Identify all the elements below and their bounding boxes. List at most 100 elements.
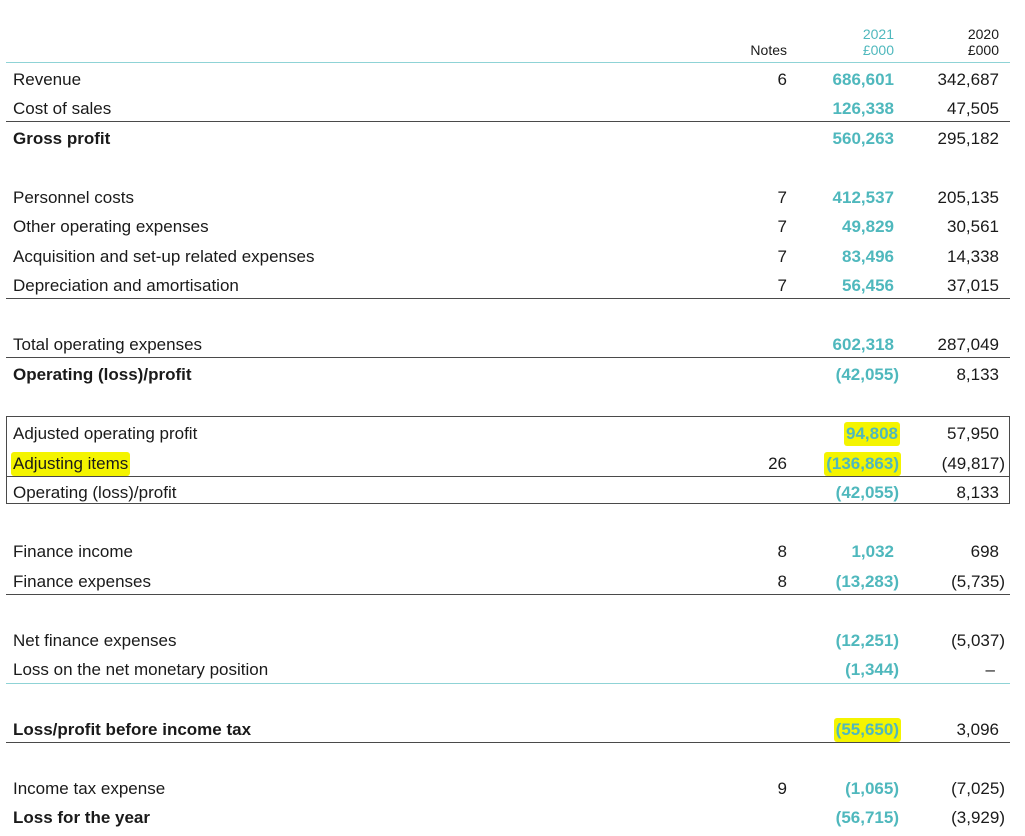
row-rule bbox=[6, 121, 1010, 122]
row-rule bbox=[6, 594, 1010, 595]
value-2020: (3,929) bbox=[951, 808, 1005, 827]
value-2021: (1,065) bbox=[845, 779, 899, 798]
table-row-personnel-costs: Personnel costs 7 412,537 205,135 bbox=[0, 186, 1025, 210]
row-label: Adjusted operating profit bbox=[13, 424, 198, 443]
value-2021: (42,055) bbox=[835, 365, 899, 384]
value-2020: 57,950 bbox=[947, 424, 999, 443]
value-2020: 14,338 bbox=[947, 247, 999, 266]
value-2021: 686,601 bbox=[832, 70, 894, 89]
value-2020: 30,561 bbox=[947, 217, 999, 236]
row-label: Finance income bbox=[13, 542, 134, 561]
table-row-income-tax-expense: Income tax expense 9 (1,065) (7,025) bbox=[0, 777, 1025, 801]
row-note: 26 bbox=[768, 454, 787, 473]
value-2020: 8,133 bbox=[956, 365, 999, 384]
table-row-adjusting-items: Adjusting items 26 (136,863) (49,817) bbox=[0, 452, 1025, 476]
row-note: 8 bbox=[777, 572, 787, 591]
table-row-depreciation: Depreciation and amortisation 7 56,456 3… bbox=[0, 274, 1025, 298]
table-row-operating-loss-profit: Operating (loss)/profit (42,055) 8,133 bbox=[0, 363, 1025, 387]
table-row-operating-loss-profit-adjusted: Operating (loss)/profit (42,055) 8,133 bbox=[0, 481, 1025, 505]
value-2020: (49,817) bbox=[941, 454, 1005, 473]
row-rule bbox=[6, 357, 1010, 358]
header-rule bbox=[6, 62, 1010, 63]
row-label: Loss/profit before income tax bbox=[13, 720, 252, 739]
row-label-highlighted: Adjusting items bbox=[11, 452, 131, 476]
value-2020: (7,025) bbox=[951, 779, 1005, 798]
value-2021: 56,456 bbox=[842, 276, 894, 295]
notes-column-header: Notes bbox=[750, 42, 787, 58]
value-2021-highlighted: (136,863) bbox=[824, 452, 901, 476]
table-row-acquisition-expenses: Acquisition and set-up related expenses … bbox=[0, 245, 1025, 269]
row-label: Loss for the year bbox=[13, 808, 150, 827]
table-row-finance-income: Finance income 8 1,032 698 bbox=[0, 540, 1025, 564]
value-2021: (56,715) bbox=[835, 808, 899, 827]
value-2020: 342,687 bbox=[937, 70, 999, 89]
table-row-loss-net-monetary-position: Loss on the net monetary position (1,344… bbox=[0, 658, 1025, 682]
row-label: Net finance expenses bbox=[13, 631, 177, 650]
unit-2020-label: £000 bbox=[967, 42, 999, 58]
table-row-cost-of-sales: Cost of sales 126,338 47,505 bbox=[0, 97, 1025, 121]
row-label: Loss on the net monetary position bbox=[13, 660, 269, 679]
value-2020: 37,015 bbox=[947, 276, 999, 295]
row-label: Operating (loss)/profit bbox=[13, 365, 192, 384]
value-2021: 412,537 bbox=[832, 188, 894, 207]
column-header-2020: 2020 £000 bbox=[939, 26, 999, 58]
table-row-finance-expenses: Finance expenses 8 (13,283) (5,735) bbox=[0, 570, 1025, 594]
table-row-other-operating-expenses: Other operating expenses 7 49,829 30,561 bbox=[0, 215, 1025, 239]
table-row-loss-for-the-year: Loss for the year (56,715) (3,929) bbox=[0, 806, 1025, 830]
row-label: Total operating expenses bbox=[13, 335, 203, 354]
value-2021: (42,055) bbox=[835, 483, 899, 502]
reconciliation-box bbox=[6, 416, 1010, 504]
value-2020: 287,049 bbox=[937, 335, 999, 354]
unit-2021-label: £000 bbox=[862, 42, 894, 58]
value-2021-highlighted: 94,808 bbox=[844, 422, 900, 446]
row-note: 9 bbox=[777, 779, 787, 798]
value-2020: (5,735) bbox=[951, 572, 1005, 591]
row-label: Gross profit bbox=[13, 129, 111, 148]
value-2021: (1,344) bbox=[845, 660, 899, 679]
row-label: Acquisition and set-up related expenses bbox=[13, 247, 315, 266]
row-rule bbox=[6, 476, 1010, 477]
value-2020: – bbox=[985, 660, 995, 679]
value-2020: 47,505 bbox=[947, 99, 999, 118]
value-2020: (5,037) bbox=[951, 631, 1005, 650]
value-2021: 602,318 bbox=[832, 335, 894, 354]
row-label: Personnel costs bbox=[13, 188, 134, 207]
column-header-2021: 2021 £000 bbox=[834, 26, 894, 58]
row-rule bbox=[6, 683, 1010, 684]
value-2021: 83,496 bbox=[842, 247, 894, 266]
row-note: 8 bbox=[777, 542, 787, 561]
value-2021: 560,263 bbox=[832, 129, 894, 148]
row-rule bbox=[6, 298, 1010, 299]
row-note: 7 bbox=[777, 188, 787, 207]
row-note: 7 bbox=[777, 276, 787, 295]
value-2020: 698 bbox=[970, 542, 999, 561]
value-2021: 126,338 bbox=[832, 99, 894, 118]
value-2021: 1,032 bbox=[851, 542, 894, 561]
value-2020: 205,135 bbox=[937, 188, 999, 207]
value-2021: (13,283) bbox=[835, 572, 899, 591]
row-rule bbox=[6, 742, 1010, 743]
table-row-revenue: Revenue 6 686,601 342,687 bbox=[0, 68, 1025, 92]
table-row-net-finance-expenses: Net finance expenses (12,251) (5,037) bbox=[0, 629, 1025, 653]
table-row-total-operating-expenses: Total operating expenses 602,318 287,049 bbox=[0, 333, 1025, 357]
row-label: Finance expenses bbox=[13, 572, 151, 591]
row-label: Revenue bbox=[13, 70, 82, 89]
row-note: 7 bbox=[777, 247, 787, 266]
value-2021: (12,251) bbox=[835, 631, 899, 650]
table-row-loss-before-income-tax: Loss/profit before income tax (55,650) 3… bbox=[0, 718, 1025, 742]
row-label: Cost of sales bbox=[13, 99, 112, 118]
value-2020: 8,133 bbox=[956, 483, 999, 502]
row-label: Operating (loss)/profit bbox=[13, 483, 177, 502]
value-2020: 3,096 bbox=[956, 720, 999, 739]
table-row-adjusted-operating-profit: Adjusted operating profit 94,808 57,950 bbox=[0, 422, 1025, 446]
table-row-gross-profit: Gross profit 560,263 295,182 bbox=[0, 127, 1025, 151]
row-label: Depreciation and amortisation bbox=[13, 276, 239, 295]
year-2021-label: 2021 bbox=[862, 26, 894, 42]
year-2020-label: 2020 bbox=[967, 26, 999, 42]
row-note: 6 bbox=[777, 70, 787, 89]
value-2021-highlighted: (55,650) bbox=[833, 718, 901, 742]
row-label: Other operating expenses bbox=[13, 217, 209, 236]
row-note: 7 bbox=[777, 217, 787, 236]
row-label: Income tax expense bbox=[13, 779, 166, 798]
value-2021: 49,829 bbox=[842, 217, 894, 236]
